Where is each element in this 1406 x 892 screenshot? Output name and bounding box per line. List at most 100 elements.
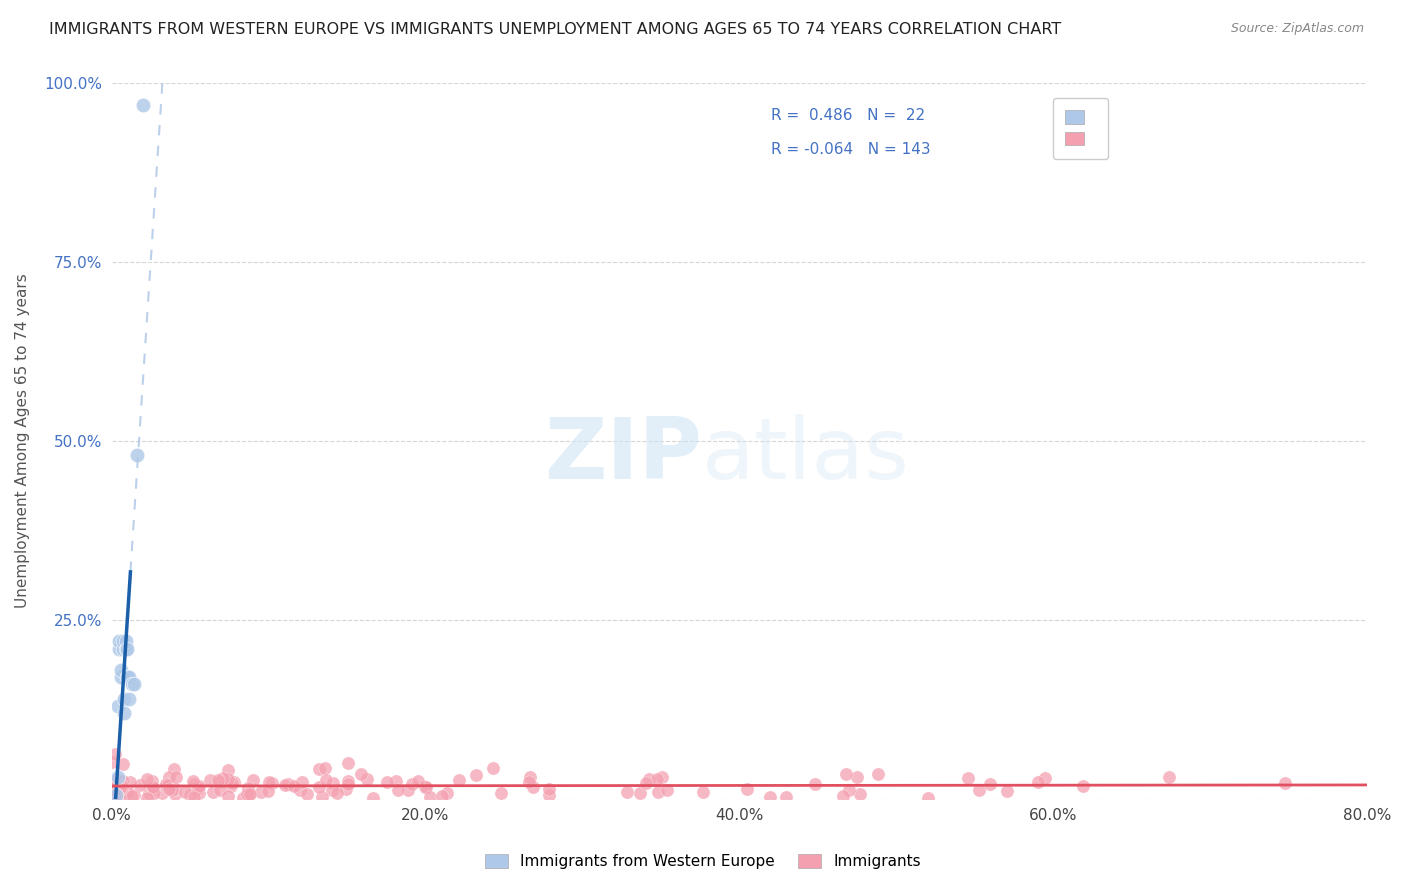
Point (326, 786, 349, 800)
Point (449, 772, 471, 787)
Point (221, 776, 243, 790)
Point (120, 775, 142, 789)
Point (692, 785, 714, 799)
Point (160, 782, 183, 797)
Text: R = -0.064   N = 143: R = -0.064 N = 143 (770, 142, 931, 157)
Point (128, 778, 150, 792)
Point (628, 787, 651, 801)
Point (336, 756, 359, 770)
Point (117, 670, 139, 684)
Point (838, 783, 860, 797)
Point (112, 691, 135, 706)
Point (156, 778, 179, 792)
Point (917, 791, 939, 805)
Point (163, 787, 186, 801)
Point (775, 790, 797, 805)
Point (115, 784, 138, 798)
Point (979, 777, 1001, 791)
Point (634, 775, 657, 789)
Point (995, 783, 1018, 797)
Point (157, 782, 180, 797)
Point (735, 782, 758, 797)
Point (122, 677, 145, 691)
Point (845, 770, 868, 784)
Point (430, 789, 453, 803)
Point (125, 449, 148, 463)
Point (165, 782, 187, 797)
Point (491, 786, 513, 800)
Point (108, 634, 131, 648)
Text: Source: ZipAtlas.com: Source: ZipAtlas.com (1230, 22, 1364, 36)
Point (315, 772, 337, 787)
Point (413, 780, 436, 794)
Point (257, 784, 280, 798)
Point (647, 785, 669, 799)
Point (1073, 779, 1095, 793)
Point (104, 747, 127, 762)
Point (260, 776, 283, 790)
Point (114, 641, 136, 656)
Point (866, 767, 889, 781)
Point (105, 788, 128, 802)
Point (387, 783, 409, 797)
Point (198, 772, 221, 787)
Point (142, 780, 165, 795)
Point (121, 789, 143, 804)
Point (236, 788, 259, 802)
Point (219, 780, 242, 794)
Point (311, 789, 333, 804)
Point (517, 774, 540, 789)
Point (122, 788, 145, 802)
Point (337, 773, 360, 788)
Point (111, 784, 134, 798)
Point (232, 791, 254, 805)
Point (217, 772, 239, 786)
Point (136, 772, 159, 786)
Point (105, 782, 128, 797)
Point (117, 670, 139, 684)
Point (217, 789, 239, 803)
Point (522, 780, 544, 794)
Point (103, 784, 125, 798)
Point (314, 761, 336, 775)
Text: ZIP: ZIP (544, 414, 702, 497)
Point (356, 772, 378, 787)
Point (803, 777, 825, 791)
Point (759, 790, 782, 805)
Point (1033, 771, 1056, 785)
Point (401, 777, 423, 791)
Point (157, 770, 180, 784)
Point (108, 641, 131, 656)
Point (257, 774, 280, 789)
Point (385, 774, 408, 789)
Point (967, 783, 990, 797)
Point (107, 770, 129, 784)
Point (211, 771, 233, 785)
Point (111, 641, 134, 656)
Point (1026, 774, 1049, 789)
Point (396, 782, 419, 797)
Point (136, 790, 159, 805)
Point (114, 634, 136, 648)
Point (110, 791, 132, 805)
Point (100, 755, 122, 769)
Y-axis label: Unemployment Among Ages 65 to 74 years: Unemployment Among Ages 65 to 74 years (15, 274, 30, 608)
Legend: , : , (1053, 98, 1108, 159)
Point (105, 788, 128, 802)
Point (111, 780, 134, 794)
Point (519, 770, 541, 784)
Point (187, 780, 209, 795)
Point (110, 663, 132, 677)
Point (645, 772, 668, 786)
Point (321, 783, 343, 797)
Point (209, 783, 232, 797)
Point (132, 98, 155, 112)
Point (335, 782, 357, 797)
Point (155, 777, 177, 791)
Point (290, 782, 312, 797)
Point (138, 786, 160, 800)
Point (208, 775, 231, 789)
Point (101, 784, 124, 798)
Point (277, 776, 299, 790)
Point (336, 777, 359, 791)
